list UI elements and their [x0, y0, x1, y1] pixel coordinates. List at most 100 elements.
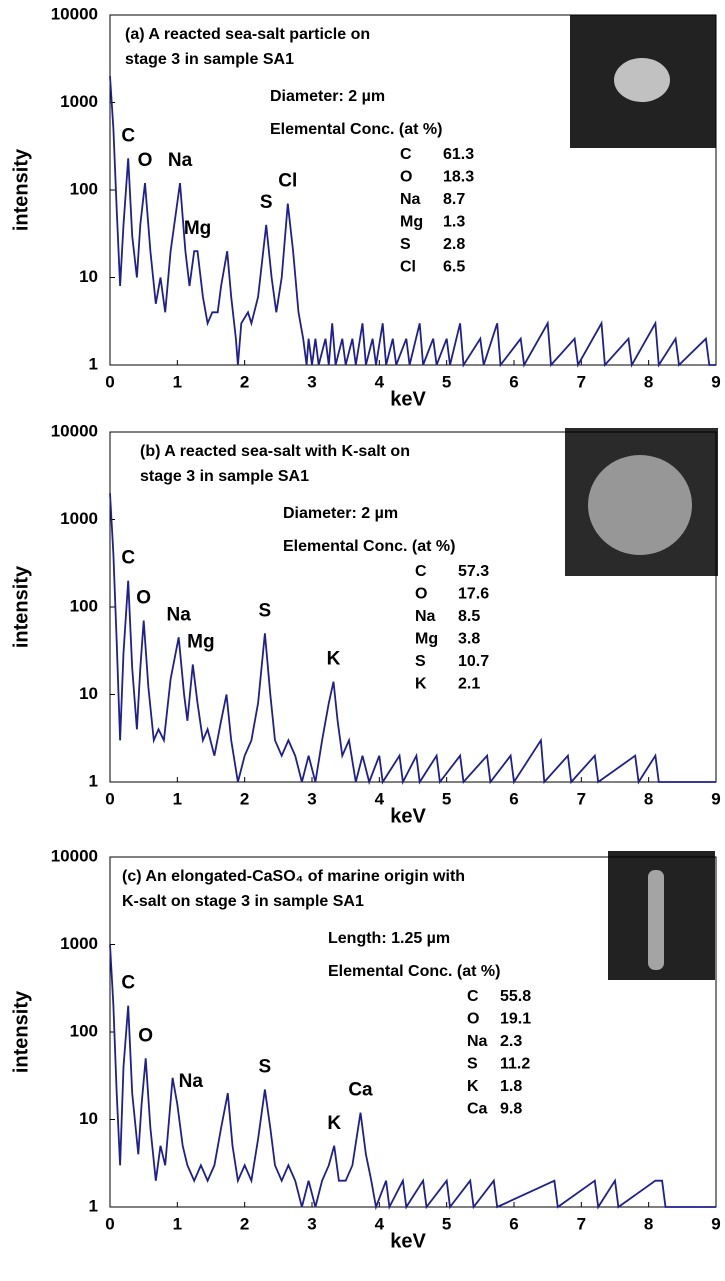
- peak-label: Na: [167, 604, 192, 625]
- element-value: 55.8: [500, 988, 531, 1005]
- x-tick-label: 7: [577, 372, 586, 391]
- sem-image-b: [565, 428, 718, 576]
- x-tick-label: 3: [307, 372, 316, 391]
- x-tick-label: 1: [173, 789, 182, 808]
- y-tick-label: 1000: [60, 92, 98, 111]
- peak-label: C: [121, 125, 135, 146]
- x-tick-label: 1: [173, 1214, 182, 1233]
- panel-title: K-salt on stage 3 in sample SA1: [122, 893, 364, 910]
- x-tick-label: 9: [711, 789, 720, 808]
- y-tick-label: 100: [70, 596, 98, 615]
- panel-title: (a) A reacted sea-salt particle on: [125, 26, 370, 43]
- peak-label: Mg: [184, 218, 211, 239]
- x-tick-label: 8: [644, 372, 653, 391]
- x-axis-label: keV: [390, 388, 426, 410]
- y-tick-label: 10000: [51, 846, 98, 865]
- element-value: 9.8: [500, 1101, 522, 1118]
- x-tick-label: 9: [711, 372, 720, 391]
- y-tick-label: 1000: [60, 934, 98, 953]
- peak-label: K: [327, 1113, 341, 1134]
- element-value: 2.8: [443, 236, 465, 253]
- element-name: S: [400, 236, 411, 253]
- y-tick-label: 10000: [51, 4, 98, 23]
- x-tick-label: 5: [442, 372, 451, 391]
- panel-title: (b) A reacted sea-salt with K-salt on: [140, 443, 410, 460]
- sem-image-c: [608, 851, 715, 980]
- element-value: 57.3: [458, 563, 489, 580]
- x-tick-label: 3: [307, 1214, 316, 1233]
- element-name: K: [415, 676, 427, 693]
- conc-label: Elemental Conc. (at %): [328, 963, 500, 980]
- y-tick-label: 10000: [51, 421, 98, 440]
- element-value: 1.3: [443, 214, 465, 231]
- x-tick-label: 4: [375, 789, 385, 808]
- x-tick-label: 2: [240, 789, 249, 808]
- x-tick-label: 4: [375, 1214, 385, 1233]
- peak-label: S: [259, 1057, 272, 1078]
- element-name: Mg: [400, 214, 423, 231]
- y-tick-label: 10: [79, 267, 98, 286]
- x-tick-label: 2: [240, 372, 249, 391]
- element-value: 2.3: [500, 1033, 522, 1050]
- element-name: Mg: [415, 631, 438, 648]
- element-name: O: [415, 586, 427, 603]
- peak-label: S: [260, 192, 273, 213]
- element-name: Na: [400, 191, 421, 208]
- peak-label: O: [138, 150, 153, 171]
- x-tick-label: 6: [509, 789, 518, 808]
- peak-label: Na: [168, 150, 193, 171]
- element-value: 1.8: [500, 1078, 522, 1095]
- y-tick-label: 1000: [60, 509, 98, 528]
- element-name: O: [467, 1011, 479, 1028]
- sem-image-a: [570, 15, 716, 148]
- y-axis-label: intensity: [10, 148, 32, 231]
- x-tick-label: 4: [375, 372, 385, 391]
- peak-label: Ca: [348, 1080, 373, 1101]
- y-tick-label: 10: [79, 684, 98, 703]
- x-tick-label: 0: [105, 789, 114, 808]
- peak-label: C: [121, 548, 135, 569]
- element-name: Ca: [467, 1101, 488, 1118]
- peak-label: Cl: [278, 171, 297, 192]
- particle: [588, 455, 692, 555]
- element-value: 2.1: [458, 676, 480, 693]
- peak-label: S: [259, 600, 272, 621]
- x-tick-label: 5: [442, 789, 451, 808]
- element-value: 6.5: [443, 259, 465, 276]
- y-tick-label: 10: [79, 1109, 98, 1128]
- element-name: C: [415, 563, 427, 580]
- element-name: Na: [467, 1033, 488, 1050]
- panel-title: (c) An elongated-CaSO₄ of marine origin …: [122, 868, 465, 885]
- particle: [648, 870, 664, 970]
- y-tick-label: 1: [89, 354, 98, 373]
- y-tick-label: 100: [70, 179, 98, 198]
- panel-title: stage 3 in sample SA1: [125, 51, 294, 68]
- y-axis-label: intensity: [10, 565, 32, 648]
- x-tick-label: 6: [509, 372, 518, 391]
- element-name: Na: [415, 608, 436, 625]
- x-tick-label: 0: [105, 372, 114, 391]
- element-value: 3.8: [458, 631, 480, 648]
- element-value: 19.1: [500, 1011, 531, 1028]
- peak-label: Na: [179, 1071, 204, 1092]
- y-tick-label: 1: [89, 1196, 98, 1215]
- element-value: 17.6: [458, 586, 489, 603]
- x-tick-label: 8: [644, 789, 653, 808]
- peak-label: O: [136, 588, 151, 609]
- y-axis-label: intensity: [10, 990, 32, 1073]
- peak-label: K: [327, 649, 341, 670]
- element-value: 10.7: [458, 653, 489, 670]
- x-tick-label: 8: [644, 1214, 653, 1233]
- x-tick-label: 2: [240, 1214, 249, 1233]
- x-tick-label: 9: [711, 1214, 720, 1233]
- spectrum-line: [109, 493, 716, 785]
- element-name: O: [400, 169, 412, 186]
- panel-title: stage 3 in sample SA1: [140, 468, 309, 485]
- peak-label: C: [121, 973, 135, 994]
- spectrum-line: [109, 944, 716, 1211]
- peak-label: O: [138, 1025, 153, 1046]
- conc-label: Elemental Conc. (at %): [283, 538, 455, 555]
- x-tick-label: 6: [509, 1214, 518, 1233]
